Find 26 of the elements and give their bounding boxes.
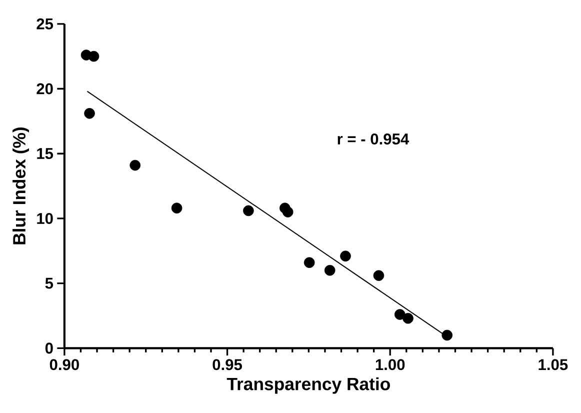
y-tick-label: 20 [36,83,53,94]
point [394,309,406,320]
y-tick-label: 0 [45,342,53,354]
point [442,330,453,341]
point [88,51,100,62]
point [340,250,351,262]
x-tick-label: 0.95 [212,359,242,370]
y-tick-label: 5 [45,278,54,289]
y-tick-label: 10 [37,213,53,224]
point [171,202,182,214]
point [304,257,315,268]
point [84,108,95,119]
x-tick-label: 0.90 [50,359,79,370]
point [324,265,336,276]
point [130,160,141,171]
y-axis-title: Blur Index (%) [12,128,30,244]
x-tick-label: 1.00 [376,359,405,370]
x-tick-label: 1.05 [538,359,568,370]
x-axis-title: Transparency Ratio [226,378,390,394]
point [243,205,254,216]
y-tick-label: 15 [37,148,54,160]
point [402,313,414,324]
point [373,270,384,282]
point [282,206,294,218]
y-tick-label: 25 [36,18,54,30]
annotation: r = - 0.954 [338,134,410,145]
